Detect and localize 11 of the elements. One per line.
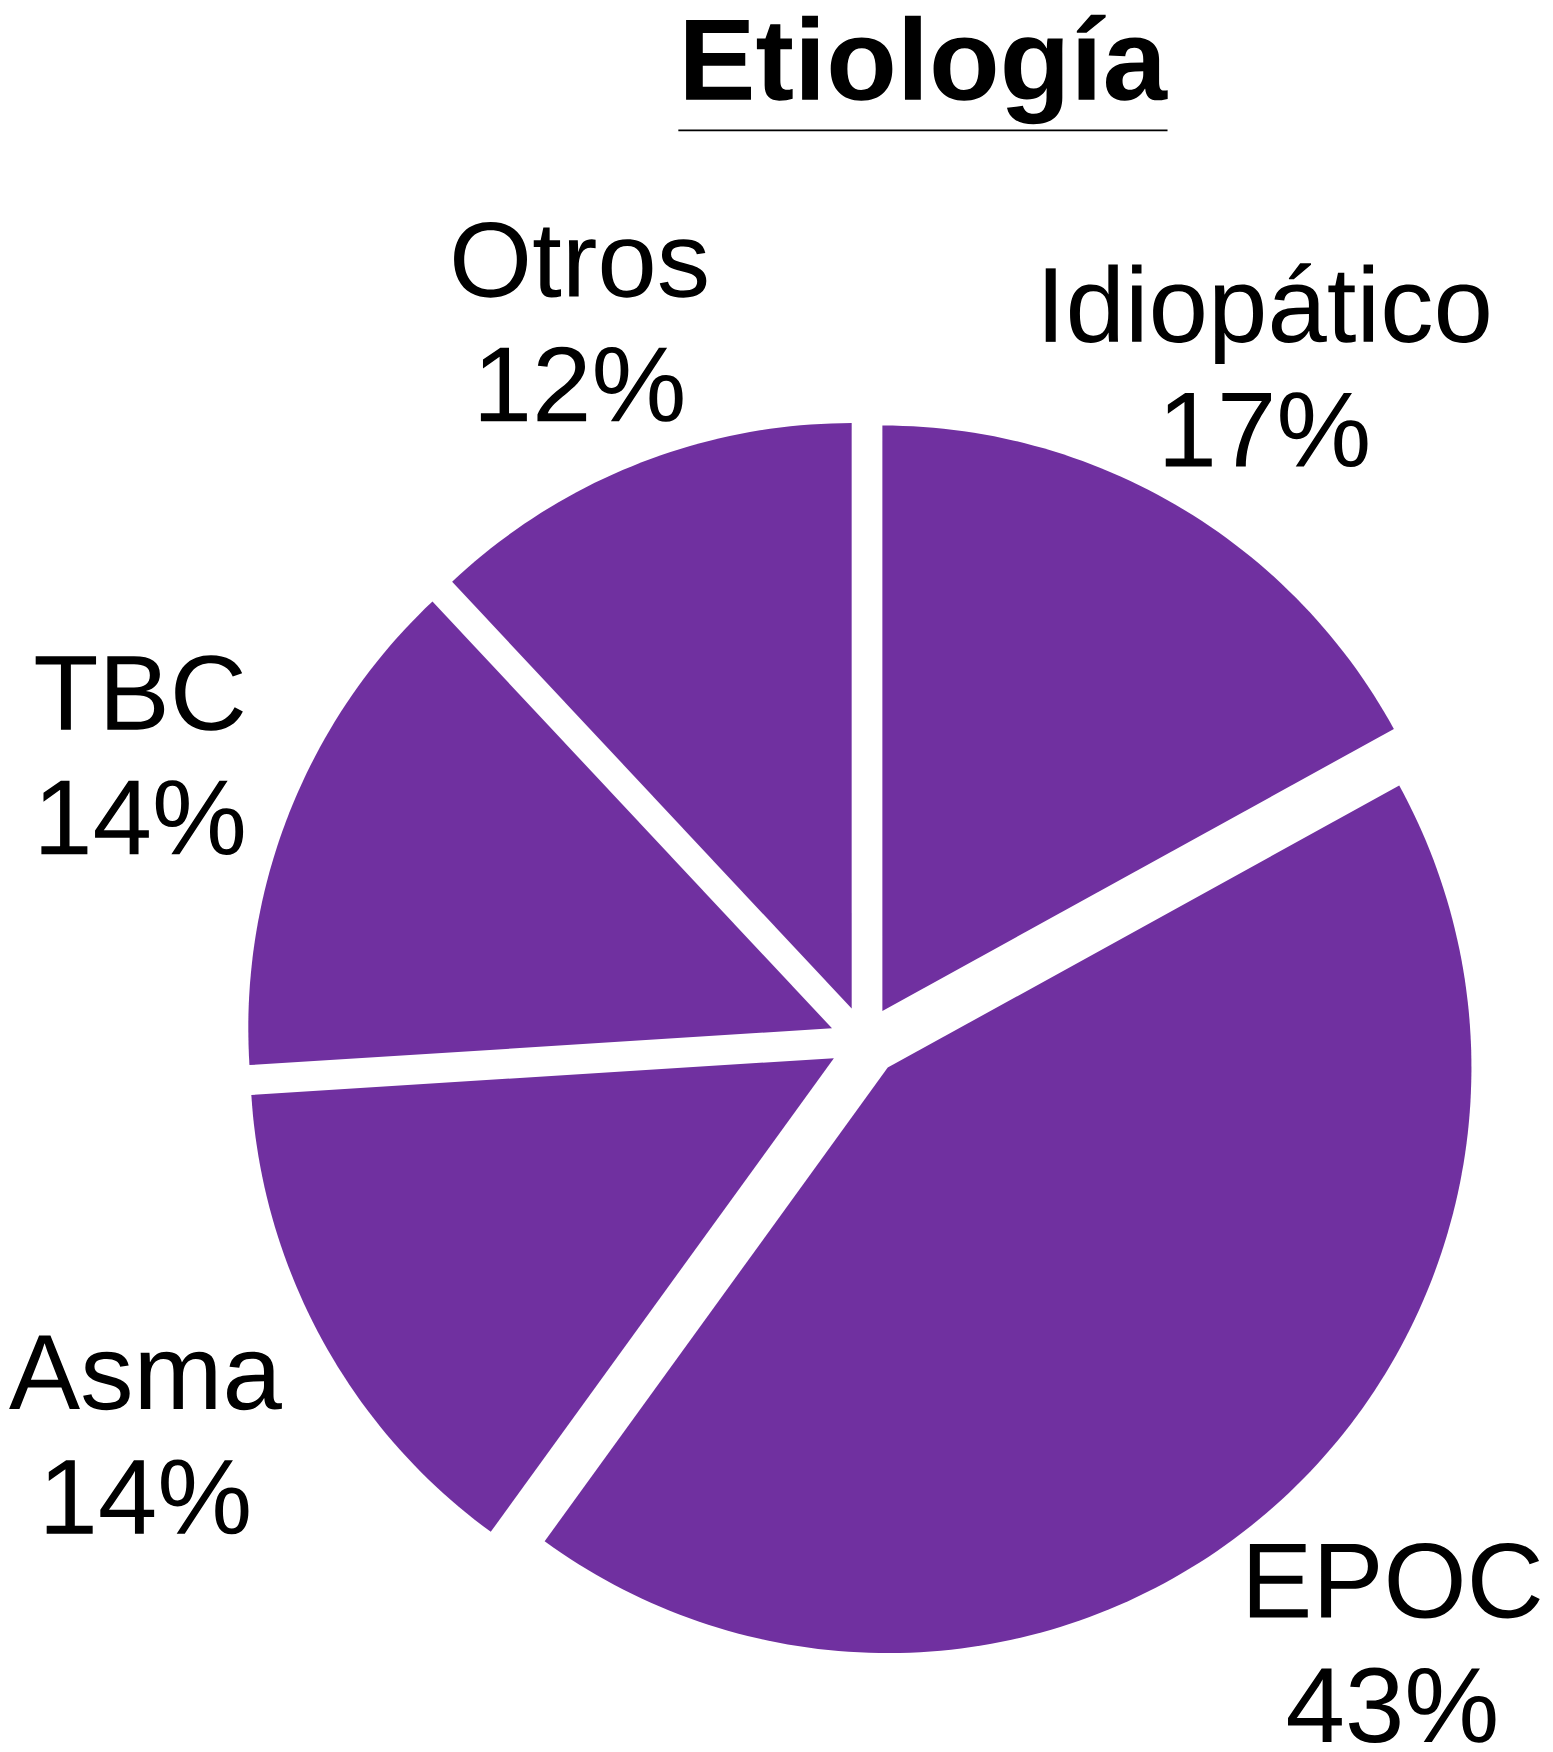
slice-label: Otros bbox=[454, 222, 707, 298]
slice-label: EPOC bbox=[1250, 1542, 1540, 1619]
slice-label: Idiopático bbox=[1045, 263, 1489, 365]
chart-title: Etiología bbox=[686, 14, 1168, 125]
data-label: 43% bbox=[1288, 1667, 1496, 1744]
slice-label: TBC bbox=[35, 655, 244, 731]
data-label: 17% bbox=[1165, 392, 1368, 468]
data-label: 14% bbox=[46, 1459, 249, 1535]
data-label: 12% bbox=[481, 346, 683, 422]
data-label: 14% bbox=[41, 780, 244, 855]
slice-label: Asma bbox=[9, 1335, 283, 1411]
